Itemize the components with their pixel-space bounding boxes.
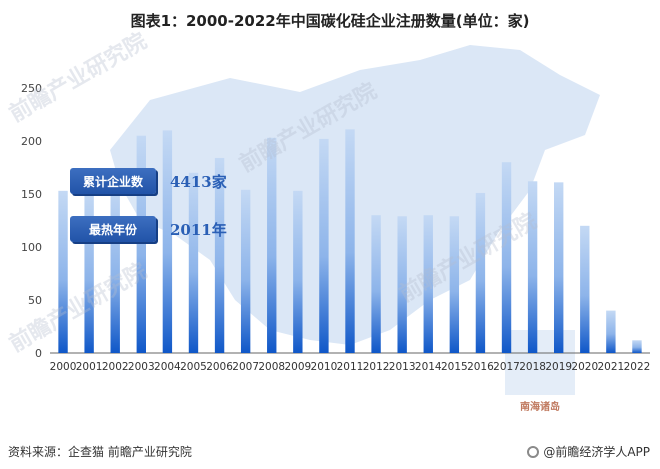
bar-2005: [188, 172, 199, 353]
bar-2011: [345, 129, 355, 353]
map-label: 南海诸岛: [520, 402, 560, 413]
bar-2013: [397, 216, 407, 353]
x-tick-label: 2021: [598, 361, 625, 373]
y-tick-label: 100: [21, 241, 42, 254]
x-tick-label: 2022: [624, 361, 651, 373]
x-tick-label: 2004: [154, 361, 181, 373]
callout-peak: 最热年份 2011年: [70, 216, 227, 242]
bar-2001: [84, 190, 94, 353]
x-tick-label: 2015: [441, 361, 468, 373]
china-map-shape: [110, 45, 600, 345]
x-tick-label: 2017: [493, 361, 520, 373]
x-tick-label: 2010: [311, 361, 338, 373]
brand-text: @前瞻经济学人APP: [543, 445, 650, 459]
y-tick-label: 50: [28, 294, 42, 307]
bar-2017: [501, 162, 512, 353]
callout-peak-label: 最热年份: [70, 216, 156, 242]
brand-logo-icon: [527, 445, 540, 458]
bar-2015: [449, 216, 460, 353]
bar-2010: [319, 138, 329, 353]
x-tick-label: 2014: [415, 361, 442, 373]
bar-2000: [58, 190, 68, 353]
y-tick-label: 0: [35, 347, 42, 360]
callout-total-label: 累计企业数: [70, 168, 156, 194]
bar-2012: [371, 215, 381, 353]
callout-total-value: 4413家: [170, 172, 227, 191]
bar-2003: [136, 135, 146, 353]
x-tick-label: 2016: [467, 361, 494, 373]
bar-2019: [554, 182, 564, 353]
x-tick-label: 2002: [102, 361, 129, 373]
y-tick-label: 200: [21, 135, 42, 148]
bar-2016: [475, 192, 486, 353]
x-tick-label: 2001: [76, 361, 103, 373]
x-tick-label: 2011: [337, 361, 364, 373]
x-tick-label: 2012: [363, 361, 390, 373]
footer: 资料来源：企查猫 前瞻产业研究院 @前瞻经济学人APP: [4, 440, 656, 462]
x-tick-label: 2000: [50, 361, 77, 373]
x-tick-label: 2009: [284, 361, 311, 373]
bar-2022: [632, 340, 642, 353]
bar-2007: [240, 189, 251, 353]
bar-2021: [606, 310, 616, 353]
bar-2004: [162, 130, 173, 353]
y-tick-label: 150: [21, 188, 42, 201]
bar-2009: [293, 190, 303, 353]
brand: @前瞻经济学人APP: [527, 443, 650, 460]
source-text: 资料来源：企查猫 前瞻产业研究院: [8, 445, 192, 459]
bar-2002: [110, 183, 120, 353]
callout-peak-value: 2011年: [170, 220, 227, 239]
callout-total: 累计企业数 4413家: [70, 168, 227, 194]
bar-2018: [527, 181, 538, 353]
x-tick-label: 2003: [128, 361, 155, 373]
bar-2014: [423, 215, 433, 353]
x-tick-label: 2008: [258, 361, 285, 373]
bar-2006: [214, 157, 225, 353]
chart-title: 图表1：2000-2022年中国碳化硅企业注册数量(单位：家): [130, 12, 530, 30]
bar-2020: [580, 225, 590, 353]
x-tick-label: 2013: [389, 361, 416, 373]
x-tick-label: 2020: [571, 361, 598, 373]
bar-2008: [267, 137, 277, 353]
x-tick-label: 2019: [545, 361, 572, 373]
x-tick-label: 2005: [180, 361, 207, 373]
y-tick-label: 250: [21, 82, 42, 95]
x-tick-label: 2018: [519, 361, 546, 373]
x-tick-label: 2007: [232, 361, 259, 373]
x-tick-label: 2006: [206, 361, 233, 373]
